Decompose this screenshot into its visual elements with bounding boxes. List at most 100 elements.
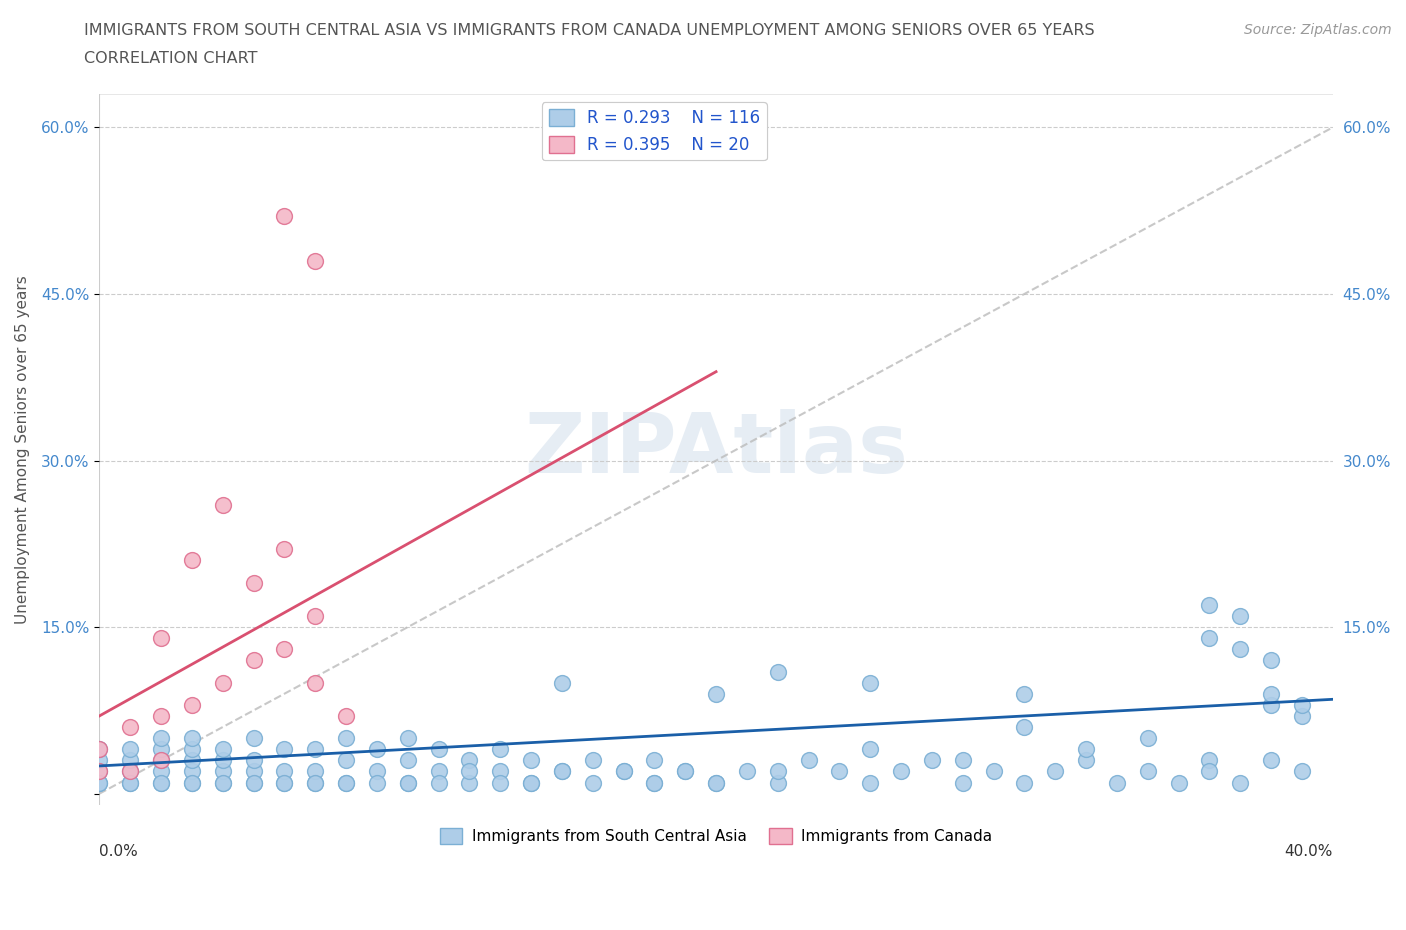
Point xyxy=(273,642,295,657)
Point xyxy=(1260,686,1282,701)
Point xyxy=(242,731,264,746)
Point xyxy=(273,542,295,557)
Point xyxy=(1260,753,1282,768)
Point xyxy=(304,675,326,690)
Point xyxy=(1198,631,1220,645)
Point xyxy=(242,576,264,591)
Point xyxy=(704,686,727,701)
Point xyxy=(983,764,1005,779)
Point xyxy=(180,731,202,746)
Point xyxy=(150,753,173,768)
Point xyxy=(304,608,326,623)
Point xyxy=(1291,764,1313,779)
Text: Source: ZipAtlas.com: Source: ZipAtlas.com xyxy=(1244,23,1392,37)
Point xyxy=(859,776,882,790)
Point xyxy=(180,753,202,768)
Point xyxy=(1198,764,1220,779)
Point xyxy=(180,553,202,568)
Point xyxy=(150,731,173,746)
Point xyxy=(335,776,357,790)
Point xyxy=(1229,776,1251,790)
Point xyxy=(704,776,727,790)
Point xyxy=(766,776,789,790)
Point xyxy=(180,776,202,790)
Point xyxy=(335,709,357,724)
Point xyxy=(489,742,512,757)
Text: ZIPAtlas: ZIPAtlas xyxy=(524,409,908,490)
Point xyxy=(766,664,789,679)
Point xyxy=(952,776,974,790)
Point xyxy=(335,776,357,790)
Point xyxy=(458,753,481,768)
Point xyxy=(458,764,481,779)
Point xyxy=(1074,753,1097,768)
Point xyxy=(211,753,233,768)
Point xyxy=(120,776,142,790)
Text: CORRELATION CHART: CORRELATION CHART xyxy=(84,51,257,66)
Point xyxy=(211,742,233,757)
Point xyxy=(120,776,142,790)
Point xyxy=(921,753,943,768)
Point xyxy=(89,753,111,768)
Point xyxy=(150,764,173,779)
Point xyxy=(273,776,295,790)
Point xyxy=(150,776,173,790)
Point xyxy=(242,764,264,779)
Point xyxy=(1229,608,1251,623)
Point xyxy=(180,776,202,790)
Text: 40.0%: 40.0% xyxy=(1285,844,1333,859)
Point xyxy=(242,776,264,790)
Point xyxy=(1198,597,1220,612)
Point xyxy=(335,753,357,768)
Point xyxy=(396,753,419,768)
Point xyxy=(520,776,543,790)
Point xyxy=(1074,742,1097,757)
Point xyxy=(489,776,512,790)
Point xyxy=(1167,776,1189,790)
Point xyxy=(673,764,696,779)
Point xyxy=(1260,653,1282,668)
Point xyxy=(211,675,233,690)
Point xyxy=(273,208,295,223)
Point xyxy=(242,776,264,790)
Point xyxy=(1229,642,1251,657)
Point xyxy=(612,764,634,779)
Point xyxy=(520,776,543,790)
Point xyxy=(551,675,574,690)
Point xyxy=(211,776,233,790)
Point xyxy=(1014,686,1036,701)
Point xyxy=(211,764,233,779)
Point xyxy=(1045,764,1067,779)
Point xyxy=(489,764,512,779)
Point xyxy=(304,776,326,790)
Point xyxy=(273,776,295,790)
Point xyxy=(1291,709,1313,724)
Point xyxy=(120,720,142,735)
Point xyxy=(1014,776,1036,790)
Point xyxy=(242,653,264,668)
Text: 0.0%: 0.0% xyxy=(100,844,138,859)
Point xyxy=(273,742,295,757)
Legend: R = 0.293    N = 116, R = 0.395    N = 20: R = 0.293 N = 116, R = 0.395 N = 20 xyxy=(541,102,766,160)
Point xyxy=(366,764,388,779)
Point xyxy=(643,776,665,790)
Point xyxy=(211,498,233,512)
Point xyxy=(120,753,142,768)
Point xyxy=(643,753,665,768)
Point xyxy=(859,675,882,690)
Point xyxy=(1198,753,1220,768)
Point xyxy=(952,753,974,768)
Point xyxy=(1291,698,1313,712)
Point xyxy=(643,776,665,790)
Point xyxy=(704,776,727,790)
Point xyxy=(551,764,574,779)
Point xyxy=(150,709,173,724)
Point xyxy=(120,764,142,779)
Point xyxy=(582,753,605,768)
Point xyxy=(427,764,450,779)
Point xyxy=(366,742,388,757)
Point xyxy=(828,764,851,779)
Point xyxy=(520,753,543,768)
Point xyxy=(120,764,142,779)
Point xyxy=(458,776,481,790)
